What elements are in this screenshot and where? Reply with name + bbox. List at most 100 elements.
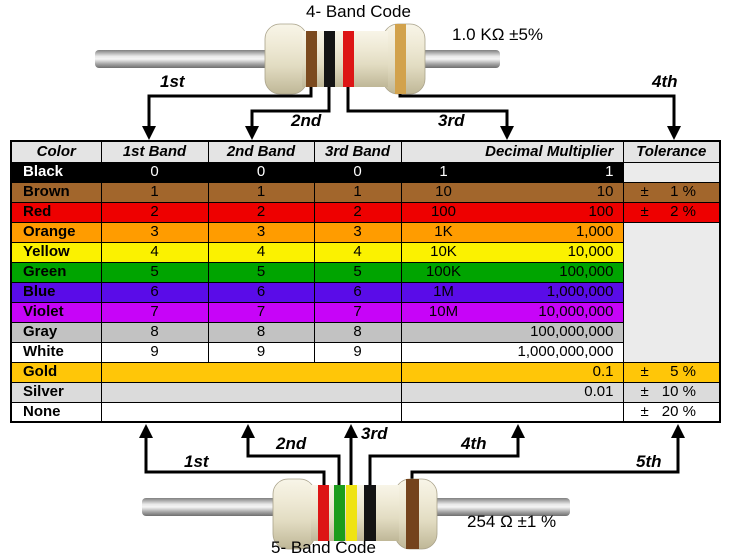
band2-value: 9 xyxy=(207,341,315,363)
arrowhead-1st-icon xyxy=(139,424,153,438)
arrow-line-1st xyxy=(144,437,326,486)
row-none: None ±20 % xyxy=(10,401,721,423)
tolerance-cell: ±5 % xyxy=(622,361,721,383)
row-yellow: Yellow 4 4 4 10K 10,000 xyxy=(10,241,720,263)
tolerance-sign: ± xyxy=(640,383,649,400)
band2-value: 5 xyxy=(207,261,315,283)
band2-value: 3 xyxy=(207,221,315,243)
band2-value: 2 xyxy=(207,201,315,223)
tolerance-sign: ± xyxy=(640,203,649,220)
color-code-table: Color 1st Band 2nd Band 3rd Band Decimal… xyxy=(10,140,721,423)
header-band2: 2nd Band xyxy=(207,140,315,163)
arrow-line-4th xyxy=(368,437,520,486)
4th-band-gold-icon xyxy=(395,24,406,94)
band1-value: 8 xyxy=(100,321,209,343)
band3-value: 5 xyxy=(313,261,402,283)
bands-span-cell xyxy=(100,381,402,403)
tolerance-value: 10 % xyxy=(661,383,696,400)
color-name: Brown xyxy=(10,181,102,203)
multiplier-value: 10,000 xyxy=(567,243,614,260)
color-name: Silver xyxy=(10,381,102,403)
color-name: Green xyxy=(10,261,102,283)
row-green: Green 5 5 5 100K 100,000 xyxy=(10,261,720,283)
band3-value: 7 xyxy=(313,301,402,323)
arrow-label-3rd: 3rd xyxy=(361,424,388,443)
arrow-label-3rd: 3rd xyxy=(438,111,465,130)
color-name: Orange xyxy=(10,221,102,243)
multiplier-value: 10,000,000 xyxy=(538,303,614,320)
arrowhead-5th-icon xyxy=(671,424,685,438)
arrow-label-1st: 1st xyxy=(160,72,185,91)
3rd-band-red-icon xyxy=(343,31,354,87)
arrowhead-1st-icon xyxy=(142,126,156,140)
band2-value: 6 xyxy=(207,281,315,303)
row-silver: Silver 0.01 ±10 % xyxy=(10,381,721,403)
arrow-line-2nd xyxy=(250,87,331,127)
band2-value: 1 xyxy=(207,181,315,203)
multiplier-value: 1,000,000,000 xyxy=(517,343,614,360)
arrow-line-2nd xyxy=(246,437,341,486)
color-name: Gold xyxy=(10,361,102,383)
row-violet: Violet 7 7 7 10M 10,000,000 xyxy=(10,301,720,323)
multiplier-prefix: 10 xyxy=(435,183,452,200)
row-brown: Brown 1 1 1 10 10 ±1 % xyxy=(10,181,721,203)
pointer-lines xyxy=(147,87,676,127)
header-row: Color 1st Band 2nd Band 3rd Band Decimal… xyxy=(10,140,721,163)
multiplier-value: 0.1 xyxy=(592,363,614,380)
arrow-label-2nd: 2nd xyxy=(276,434,307,453)
arrow-line-3rd xyxy=(346,87,509,127)
3rd-band-yellow-icon xyxy=(346,485,357,541)
color-name: Violet xyxy=(10,301,102,323)
band2-value: 0 xyxy=(207,161,315,183)
tolerance-sign: ± xyxy=(640,183,649,200)
tolerance-sign: ± xyxy=(640,402,649,420)
multiplier-cell: 1K 1,000 xyxy=(400,221,624,243)
multiplier-cell: 100,000,000 xyxy=(400,321,624,343)
color-name: Blue xyxy=(10,281,102,303)
2nd-band-black-icon xyxy=(324,31,335,87)
arrowhead-2nd-icon xyxy=(245,126,259,140)
bands-span-cell xyxy=(100,361,402,383)
arrowhead-2nd-icon xyxy=(241,424,255,438)
color-name: None xyxy=(10,401,102,423)
header-tolerance: Tolerance xyxy=(622,140,721,163)
multiplier-value: 100,000 xyxy=(559,263,614,280)
multiplier-cell: 100K 100,000 xyxy=(400,261,624,283)
multiplier-cell: 0.01 xyxy=(400,381,624,403)
band3-value: 4 xyxy=(313,241,402,263)
arrow-line-1st xyxy=(147,87,313,127)
five-band-title: 5- Band Code xyxy=(271,538,376,557)
tolerance-cell: ±10 % xyxy=(622,381,721,403)
tolerance-value: 5 % xyxy=(670,363,696,380)
multiplier-cell: 1M 1,000,000 xyxy=(400,281,624,303)
1st-band-red-icon xyxy=(318,485,329,541)
tolerance-cell: ±2 % xyxy=(622,201,721,223)
row-red: Red 2 2 2 100 100 ±2 % xyxy=(10,201,721,223)
band3-value: 0 xyxy=(313,161,402,183)
arrowheads xyxy=(142,126,681,140)
band1-value: 7 xyxy=(100,301,209,323)
band3-value: 8 xyxy=(313,321,402,343)
four-band-value: 1.0 KΩ ±5% xyxy=(452,25,544,44)
color-name: Red xyxy=(10,201,102,223)
tolerance-value: 1 % xyxy=(670,183,696,200)
arrowhead-4th-icon xyxy=(511,424,525,438)
multiplier-prefix: 1M xyxy=(433,283,454,300)
pointer-lines xyxy=(144,437,680,486)
tolerance-empty-block xyxy=(622,221,721,363)
color-name: Black xyxy=(10,161,102,183)
header-band3: 3rd Band xyxy=(313,140,402,163)
tolerance-cell: ±1 % xyxy=(622,181,721,203)
arrow-label-2nd: 2nd xyxy=(291,111,322,130)
multiplier-prefix: 100 xyxy=(430,203,456,220)
four-band-resistor-illustration xyxy=(95,23,681,140)
band1-value: 6 xyxy=(100,281,209,303)
tolerance-cell: ±20 % xyxy=(622,401,721,423)
band2-value: 7 xyxy=(207,301,315,323)
arrow-line-5th xyxy=(410,437,680,480)
multiplier-cell: 0.1 xyxy=(400,361,624,383)
multiplier-cell: 10 10 xyxy=(400,181,624,203)
color-name: Yellow xyxy=(10,241,102,263)
